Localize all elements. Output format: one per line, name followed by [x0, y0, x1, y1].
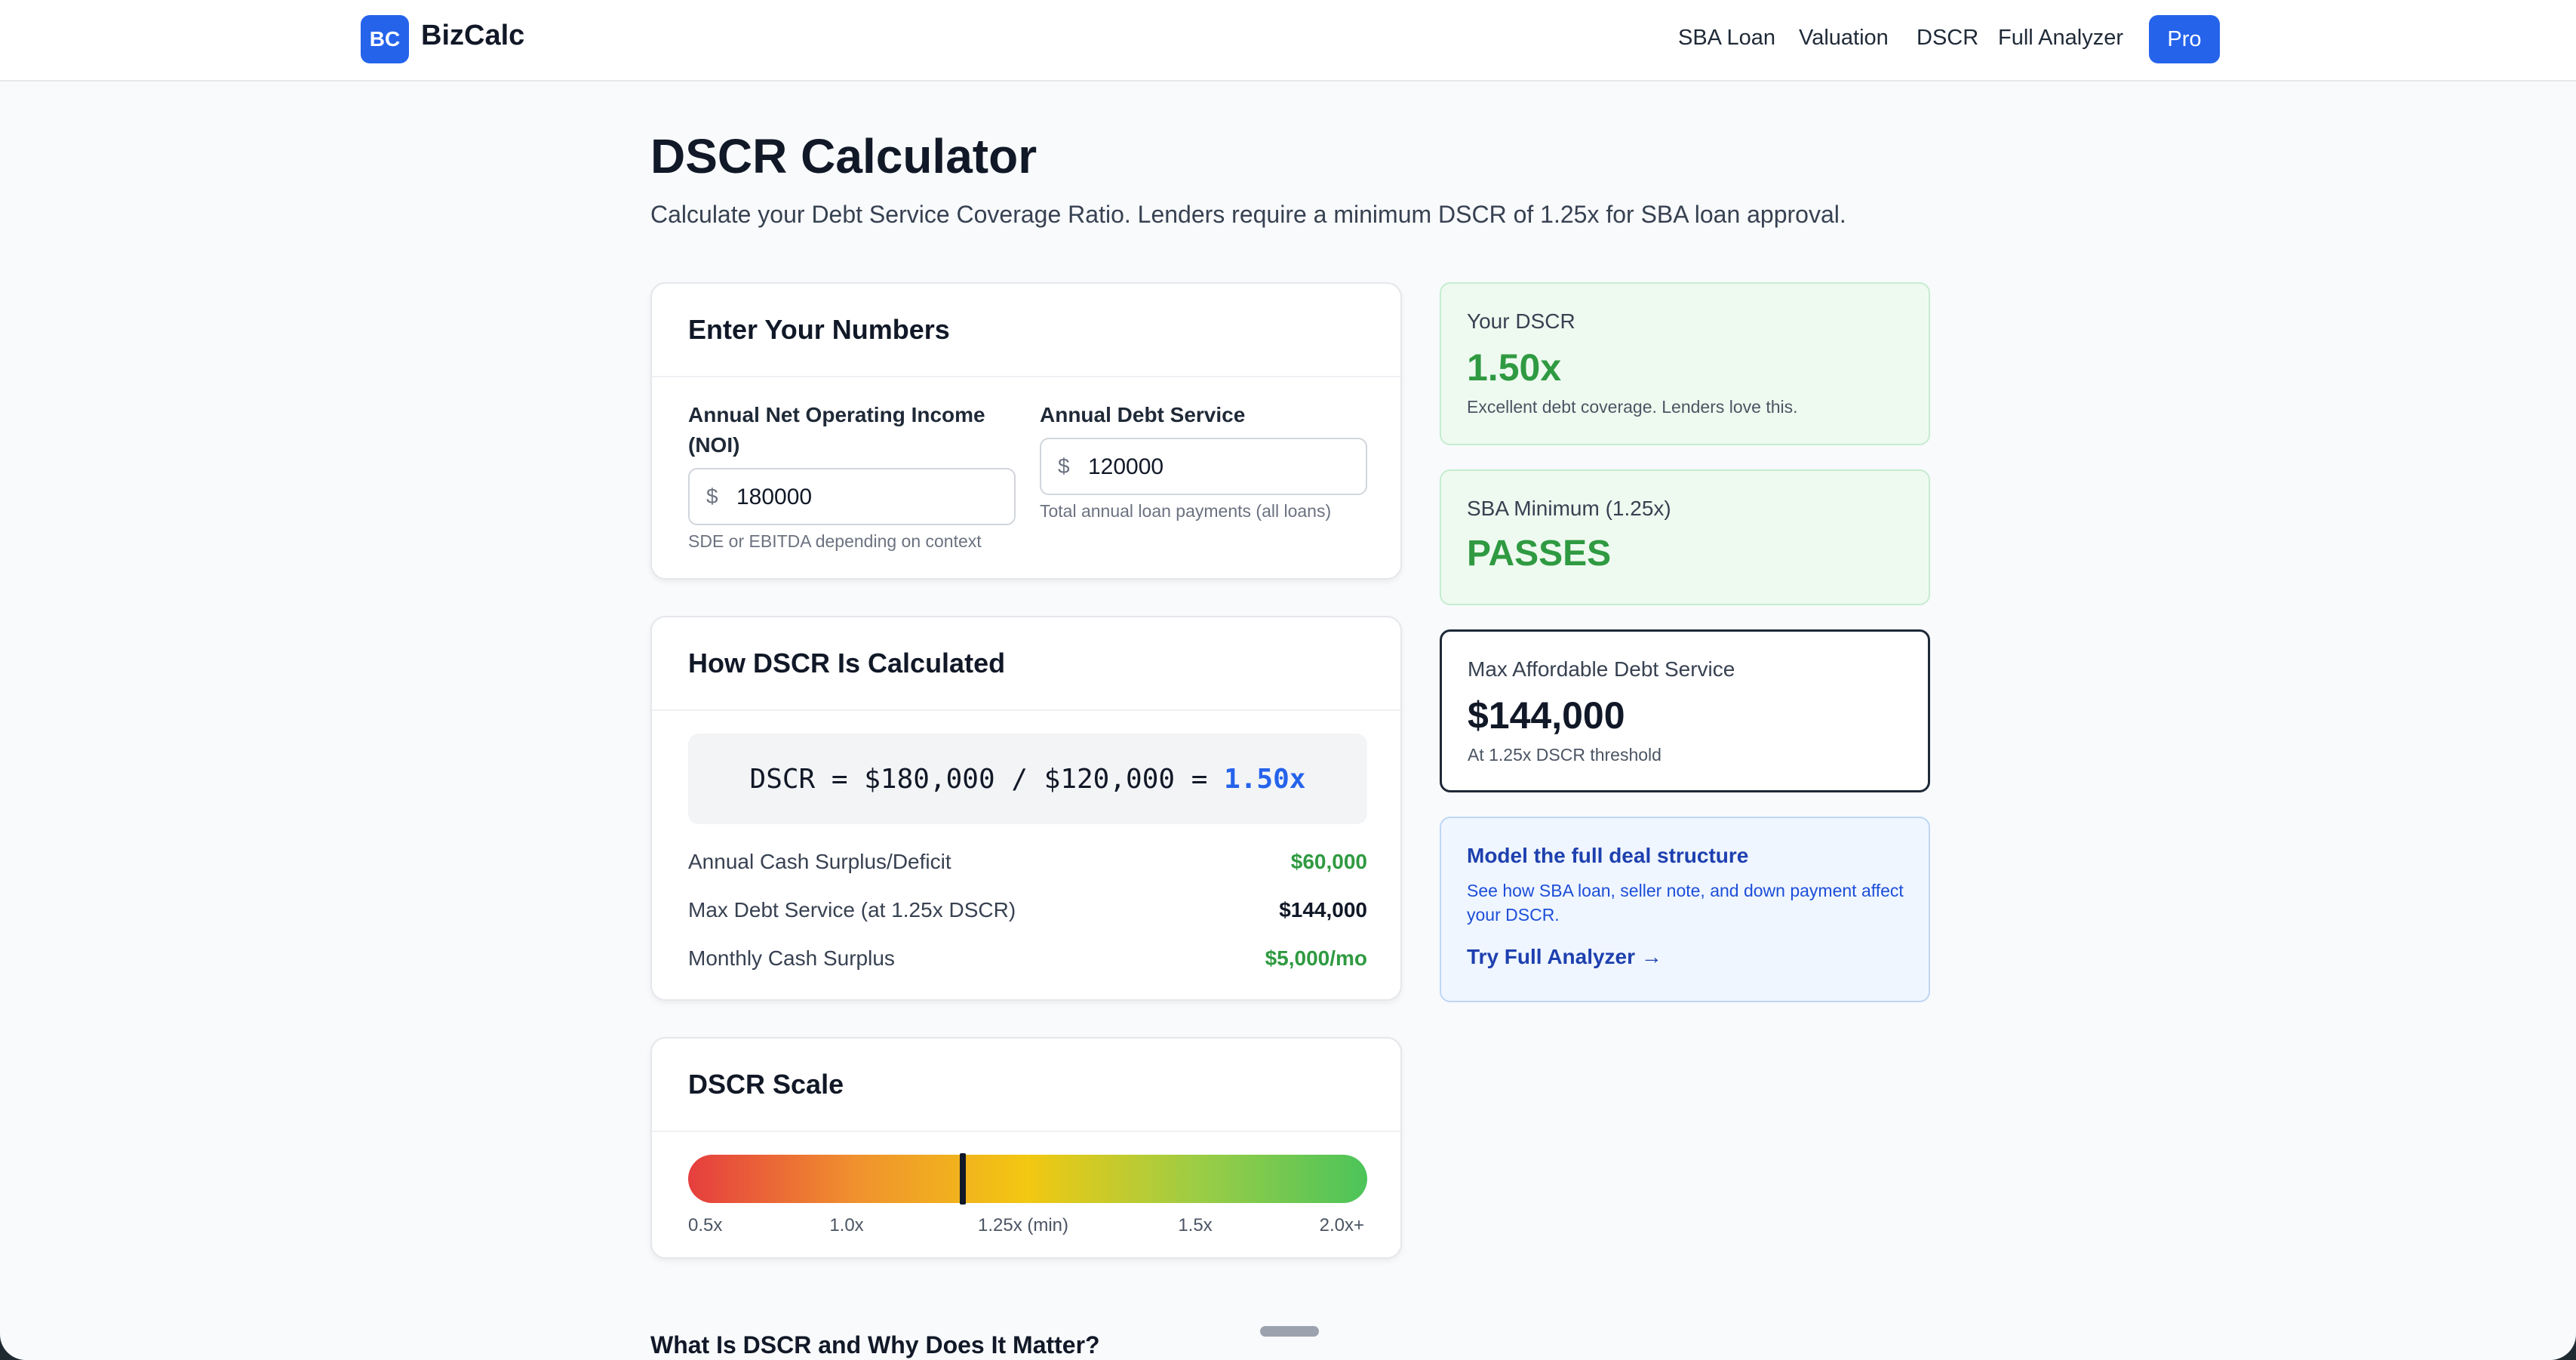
scale-tick-label: 1.5x: [1178, 1215, 1213, 1235]
pro-button[interactable]: Pro: [2149, 15, 2220, 63]
logo-badge[interactable]: BC: [361, 15, 409, 63]
max-affordable-label: Max Affordable Debt Service: [1468, 657, 1735, 681]
noi-input[interactable]: [736, 478, 1007, 516]
dscr-scale-card: DSCR Scale 0.5x 1.0x 1.25x (min) 1.5x 2.…: [650, 1037, 1402, 1259]
nav-link-valuation[interactable]: Valuation: [1799, 26, 1889, 50]
nav-link-dscr[interactable]: DSCR: [1917, 26, 1979, 50]
sba-minimum-panel: SBA Minimum (1.25x) PASSES: [1440, 469, 1930, 605]
calc-row-surplus: Annual Cash Surplus/Deficit $60,000: [688, 850, 1367, 880]
cta-description: See how SBA loan, seller note, and down …: [1467, 881, 1904, 925]
scale-card-header: DSCR Scale: [652, 1038, 1400, 1132]
debt-service-input[interactable]: [1088, 448, 1358, 486]
full-analyzer-cta-panel: Model the full deal structure See how SB…: [1440, 817, 1930, 1002]
brand-name[interactable]: BizCalc: [421, 20, 525, 51]
scale-tick-label: 1.25x (min): [977, 1215, 1069, 1235]
calc-row-value: $60,000: [1290, 850, 1367, 873]
inputs-card: Enter Your Numbers Annual Net Operating …: [650, 282, 1402, 580]
formula-result: 1.50x: [1224, 763, 1306, 795]
top-navbar: BC BizCalc SBA Loan Valuation DSCR Full …: [0, 0, 2576, 82]
max-affordable-panel: Max Affordable Debt Service $144,000 At …: [1440, 629, 1930, 792]
sba-status-value: PASSES: [1467, 534, 1612, 574]
formula-text: DSCR = $180,000 / $120,000 =: [749, 763, 1225, 795]
dscr-scale-marker: [960, 1153, 967, 1205]
calc-row-max-debt: Max Debt Service (at 1.25x DSCR) $144,00…: [688, 898, 1367, 928]
your-dscr-label: Your DSCR: [1467, 309, 1575, 333]
your-dscr-note: Excellent debt coverage. Lenders love th…: [1467, 397, 1798, 417]
sba-minimum-label: SBA Minimum (1.25x): [1467, 497, 1671, 520]
noi-help-text: SDE or EBITDA depending on context: [688, 531, 982, 551]
calculation-card-header: How DSCR Is Calculated: [652, 617, 1400, 711]
page-subtitle: Calculate your Debt Service Coverage Rat…: [650, 201, 1846, 228]
your-dscr-value: 1.50x: [1467, 346, 1562, 389]
your-dscr-panel: Your DSCR 1.50x Excellent debt coverage.…: [1440, 282, 1930, 445]
max-affordable-note: At 1.25x DSCR threshold: [1468, 745, 1661, 765]
debt-service-help-text: Total annual loan payments (all loans): [1040, 501, 1332, 521]
inputs-card-header: Enter Your Numbers: [652, 284, 1400, 377]
scroll-handle[interactable]: [1260, 1326, 1319, 1337]
nav-link-sba-loan[interactable]: SBA Loan: [1678, 26, 1775, 50]
debt-service-label: Annual Debt Service: [1040, 403, 1246, 426]
calc-row-value: $144,000: [1279, 898, 1367, 922]
scale-card-title: DSCR Scale: [688, 1069, 844, 1100]
scale-tick-label: 2.0x+: [1319, 1215, 1364, 1235]
calc-row-value: $5,000/mo: [1265, 946, 1367, 970]
calculation-card-title: How DSCR Is Calculated: [688, 648, 1006, 678]
noi-input-box[interactable]: $: [688, 468, 1016, 525]
cta-title: Model the full deal structure: [1467, 844, 1749, 867]
noi-dollar-prefix: $: [706, 485, 718, 508]
debt-service-input-box[interactable]: $: [1040, 438, 1367, 495]
calc-row-label: Monthly Cash Surplus: [688, 946, 895, 970]
nav-link-full-analyzer[interactable]: Full Analyzer: [1998, 26, 2124, 50]
max-affordable-value: $144,000: [1468, 694, 1625, 737]
scale-tick-label: 1.0x: [829, 1215, 864, 1235]
calc-row-label: Max Debt Service (at 1.25x DSCR): [688, 898, 1016, 922]
try-full-analyzer-link[interactable]: Try Full Analyzer →: [1467, 945, 1662, 968]
dscr-scale-bar: [688, 1153, 1367, 1205]
scale-tick-label: 0.5x: [688, 1215, 723, 1235]
calculation-card: How DSCR Is Calculated DSCR = $180,000 /…: [650, 616, 1402, 1001]
page-title: DSCR Calculator: [650, 129, 1037, 183]
debt-dollar-prefix: $: [1058, 454, 1070, 478]
calc-row-monthly-surplus: Monthly Cash Surplus $5,000/mo: [688, 946, 1367, 977]
noi-label: Annual Net Operating Income (NOI): [688, 403, 985, 457]
what-is-dscr-heading: What Is DSCR and Why Does It Matter?: [650, 1331, 1100, 1358]
calc-row-label: Annual Cash Surplus/Deficit: [688, 850, 951, 873]
formula-box: DSCR = $180,000 / $120,000 = 1.50x: [688, 734, 1367, 824]
inputs-card-title: Enter Your Numbers: [688, 314, 950, 345]
